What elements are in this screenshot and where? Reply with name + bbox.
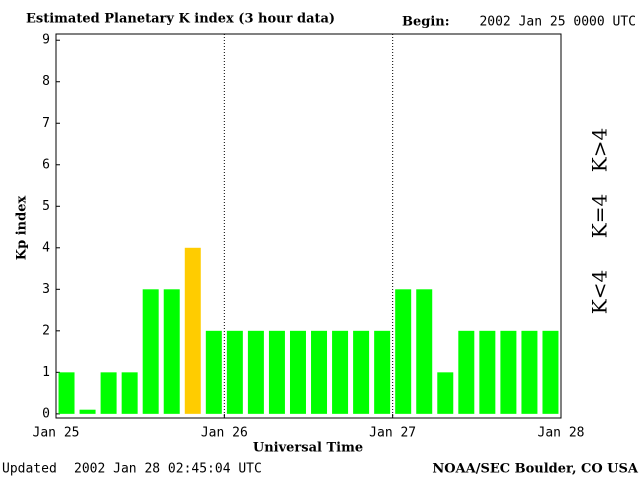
x-axis-label: Universal Time xyxy=(253,441,363,456)
bar xyxy=(247,330,264,414)
bar xyxy=(374,330,391,414)
bar xyxy=(226,330,243,414)
plot-frame xyxy=(55,33,562,419)
chart-title: Estimated Planetary K index (3 hour data… xyxy=(26,12,335,27)
y-tick-label: 9 xyxy=(42,33,50,48)
y-tick-label: 4 xyxy=(42,240,50,255)
bar xyxy=(121,372,138,414)
updated-label: Updated xyxy=(2,462,57,477)
x-tick-label: Jan 27 xyxy=(369,426,416,441)
x-tick-label: Jan 25 xyxy=(33,426,80,441)
bar xyxy=(500,330,517,414)
bar xyxy=(311,330,328,414)
y-tick-label: 1 xyxy=(42,365,50,380)
bar xyxy=(437,372,454,414)
bar xyxy=(289,330,306,414)
y-tick-label: 3 xyxy=(42,282,50,297)
x-tick-label: Jan 26 xyxy=(201,426,248,441)
y-tick-label: 7 xyxy=(42,116,50,131)
bar xyxy=(479,330,496,414)
bar xyxy=(416,289,433,414)
bar xyxy=(205,330,222,414)
bar xyxy=(353,330,370,414)
bar xyxy=(268,330,285,414)
bar xyxy=(458,330,475,414)
bar xyxy=(79,409,96,414)
legend-entry: K>4 xyxy=(588,128,612,172)
updated-date: 2002 Jan 28 02:45:04 UTC xyxy=(74,462,262,477)
bar xyxy=(58,372,75,414)
bar xyxy=(521,330,538,414)
source: NOAA/SEC Boulder, CO USA xyxy=(432,462,639,477)
bar xyxy=(100,372,117,414)
y-tick-label: 6 xyxy=(42,157,50,172)
bar xyxy=(332,330,349,414)
begin-date: 2002 Jan 25 0000 UTC xyxy=(479,15,636,30)
y-tick-label: 5 xyxy=(42,199,50,214)
bar xyxy=(163,289,180,414)
y-tick-label: 2 xyxy=(42,323,50,338)
bar xyxy=(142,289,159,414)
y-axis-label: Kp index xyxy=(15,196,30,261)
bar xyxy=(184,247,201,414)
legend-entry: K=4 xyxy=(588,194,612,238)
bar xyxy=(395,289,412,414)
begin-label: Begin: xyxy=(402,15,450,30)
x-tick-label: Jan 28 xyxy=(538,426,585,441)
legend-entry: K<4 xyxy=(588,270,612,314)
y-tick-label: 8 xyxy=(42,74,50,89)
y-tick-label: 0 xyxy=(42,406,50,421)
bar xyxy=(542,330,559,414)
